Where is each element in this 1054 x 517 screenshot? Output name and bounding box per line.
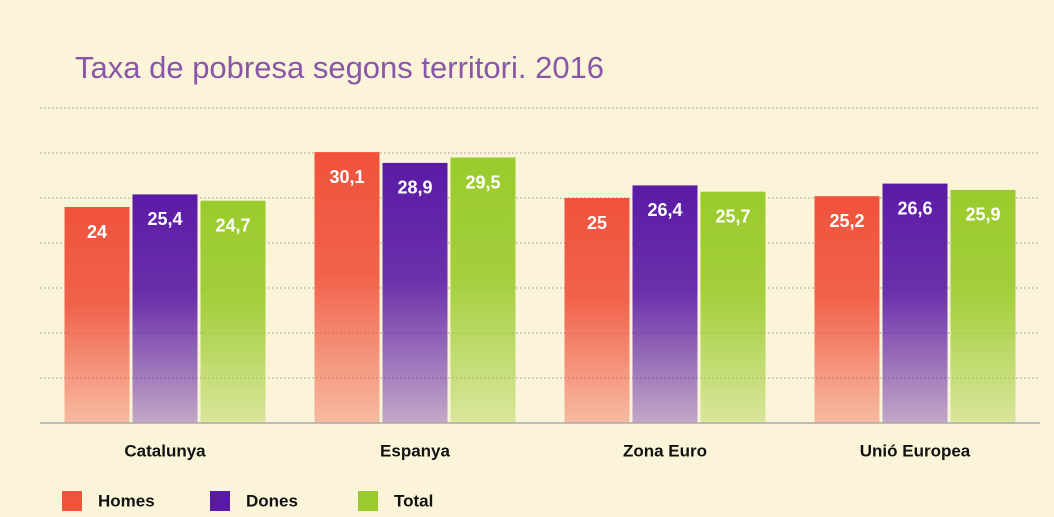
value-label: 29,5	[465, 172, 500, 192]
bar	[132, 194, 198, 423]
value-label: 26,6	[897, 198, 932, 218]
bar	[814, 196, 880, 423]
legend-swatch	[358, 491, 378, 511]
x-tick-label: Catalunya	[124, 441, 206, 460]
x-tick-label: Zona Euro	[623, 441, 707, 460]
bar	[64, 207, 130, 423]
value-label: 24,7	[215, 215, 250, 235]
bar	[382, 162, 448, 423]
legend-swatch	[210, 491, 230, 511]
bar	[950, 189, 1016, 423]
bar	[450, 157, 516, 423]
value-label: 25,7	[715, 206, 750, 226]
x-tick-label: Unió Europea	[860, 441, 971, 460]
bar	[564, 198, 630, 423]
legend-label: Total	[394, 491, 433, 510]
value-label: 25	[587, 213, 607, 233]
value-label: 25,9	[965, 205, 1000, 225]
bar	[632, 185, 698, 423]
chart-title: Taxa de pobresa segons territori. 2016	[75, 50, 604, 85]
value-label: 30,1	[329, 167, 364, 187]
value-label: 25,4	[147, 209, 182, 229]
bar	[314, 152, 380, 423]
legend-label: Homes	[98, 491, 155, 510]
bar	[882, 183, 948, 423]
bar	[200, 200, 266, 423]
value-label: 28,9	[397, 178, 432, 198]
bar	[700, 191, 766, 423]
value-label: 25,2	[829, 211, 864, 231]
legend-swatch	[62, 491, 82, 511]
x-tick-label: Espanya	[380, 441, 450, 460]
legend-label: Dones	[246, 491, 298, 510]
value-label: 26,4	[647, 200, 682, 220]
value-label: 24	[87, 222, 107, 242]
